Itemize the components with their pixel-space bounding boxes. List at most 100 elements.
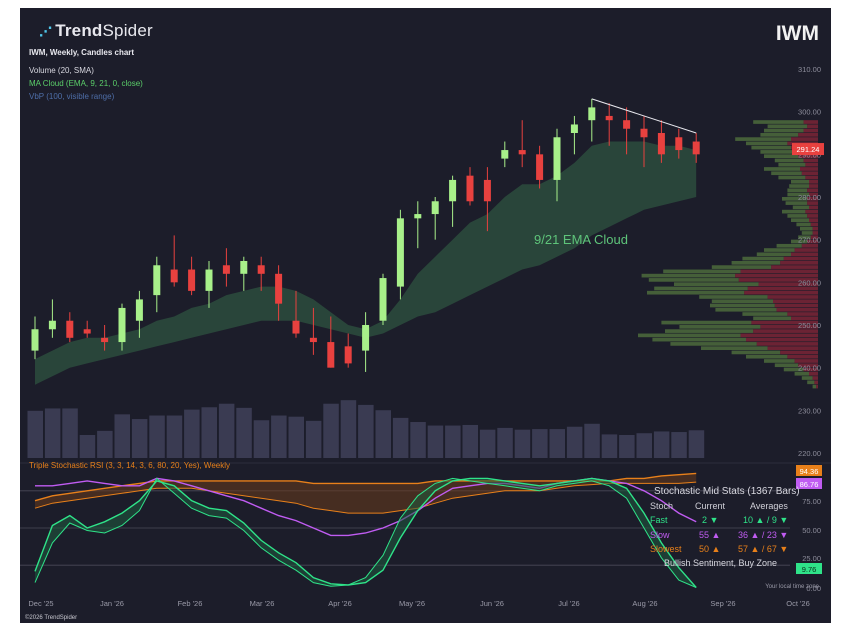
vbp-up-bar <box>767 124 808 129</box>
volume-bar <box>97 430 113 458</box>
candle-body <box>501 150 509 159</box>
vbp-up-bar <box>791 218 809 222</box>
candle-body <box>466 175 474 202</box>
price-tick-label: 310.00 <box>798 65 821 74</box>
vbp-up-bar <box>648 278 739 282</box>
vbp-up-bar <box>711 265 772 269</box>
stoch-value-badge <box>796 563 822 574</box>
vbp-down-bar <box>798 154 818 158</box>
vbp-up-bar <box>647 290 745 295</box>
time-tick-label: Apr '26 <box>328 599 352 608</box>
vbp-down-bar <box>803 367 818 372</box>
candle-body <box>170 269 178 283</box>
volume-bar <box>584 423 600 458</box>
vbp-up-bar <box>731 350 781 355</box>
stoch-fast-band <box>35 478 697 588</box>
stoch-tick-label: 0.00 <box>806 584 821 593</box>
candle-body <box>309 337 317 343</box>
stats-header-stoch: Stoch <box>650 501 674 511</box>
vbp-up-bar <box>787 214 808 218</box>
brand-bold: Trend <box>55 21 103 40</box>
vbp-down-bar <box>780 350 818 355</box>
stoch-value-badge <box>796 478 822 489</box>
vbp-up-bar <box>774 158 804 163</box>
volume-indicator-label[interactable]: Volume (20, SMA) <box>29 66 94 75</box>
vbp-up-bar <box>771 171 802 176</box>
ma-cloud-indicator-label[interactable]: MA Cloud (EMA, 9, 21, 0, close) <box>29 79 143 88</box>
vbp-down-bar <box>809 179 818 184</box>
vbp-up-bar <box>807 380 815 385</box>
vbp-indicator-label[interactable]: VbP (100, visible range) <box>29 92 115 101</box>
vbp-up-bar <box>812 384 817 389</box>
candle-body <box>205 269 213 291</box>
time-tick-label: Sep '26 <box>710 599 735 608</box>
vbp-up-bar <box>753 120 804 124</box>
candle-body <box>379 278 387 321</box>
vbp-down-bar <box>767 346 818 350</box>
vbp-up-bar <box>756 252 791 257</box>
vbp-up-bar <box>794 371 809 376</box>
stoch-indicator-label[interactable]: Triple Stochastic RSI (3, 3, 14, 3, 6, 8… <box>29 461 230 470</box>
ma-cloud-area <box>35 141 697 385</box>
vbp-down-bar <box>746 337 818 342</box>
vbp-down-bar <box>810 222 818 227</box>
stats-fast-name: Fast <box>650 515 668 525</box>
volume-bar <box>201 407 217 458</box>
volume-bar <box>410 422 426 458</box>
volume-bar <box>427 425 444 458</box>
volume-bar <box>479 429 496 458</box>
axes: 310.00300.00290.00280.00270.00260.00250.… <box>28 65 824 608</box>
volume-bar <box>392 417 409 458</box>
time-tick-label: Dec '25 <box>28 599 53 608</box>
volume-bar <box>549 429 565 458</box>
volume-bars <box>27 400 705 458</box>
stats-fast-current: 2 ▼ <box>702 515 719 525</box>
candle-body <box>640 128 648 138</box>
local-time-label[interactable]: Your local time zone <box>765 584 819 590</box>
logo-icon: ⋰ <box>39 24 53 39</box>
vbp-up-bar <box>801 231 813 235</box>
vbp-up-bar <box>764 154 799 158</box>
vbp-down-bar <box>807 201 818 205</box>
vbp-up-bar <box>778 162 806 167</box>
candle-body <box>483 179 491 202</box>
vbp-up-bar <box>674 282 759 286</box>
candles <box>31 98 700 372</box>
stoch-value-label: 9.76 <box>802 565 817 574</box>
candle-body <box>362 325 370 351</box>
vbp-down-bar <box>814 380 818 385</box>
candle-body <box>257 265 265 274</box>
volume-bar <box>601 434 618 458</box>
vbp-up-bar <box>746 354 788 359</box>
price-tick-label: 220.00 <box>798 449 821 458</box>
vbp-down-bar <box>783 256 818 261</box>
vbp-up-bar <box>679 325 761 329</box>
vbp-down-bar <box>791 137 818 141</box>
stoch-fast-line <box>34 477 697 588</box>
stats-slowest-name: Slowest <box>650 544 682 554</box>
vbp-down-bar <box>816 384 818 389</box>
vbp-up-bar <box>699 295 768 299</box>
vbp-down-bar <box>794 248 818 252</box>
vbp-down-bar <box>787 354 818 359</box>
brand-light: Spider <box>102 21 153 40</box>
candle-body <box>623 120 631 129</box>
volume-bar <box>27 410 43 458</box>
chart-frame[interactable]: 310.00300.00290.00280.00270.00260.00250.… <box>20 8 831 623</box>
volume-bar <box>271 415 287 458</box>
stats-header-averages: Averages <box>750 501 788 511</box>
volume-bar <box>653 431 670 458</box>
vbp-up-bar <box>764 167 800 171</box>
stats-header-current: Current <box>695 501 726 511</box>
volume-bar <box>62 408 78 458</box>
vbp-up-bar <box>715 307 777 312</box>
stoch-tick-label: 50.00 <box>802 526 821 535</box>
vbp-up-bar <box>701 346 768 350</box>
vbp-up-bar <box>800 226 813 231</box>
vbp-down-bar <box>740 269 818 274</box>
chart-svg[interactable]: 310.00300.00290.00280.00270.00260.00250.… <box>20 8 831 623</box>
vbp-up-bar <box>778 175 806 180</box>
volume-bar <box>340 400 357 458</box>
vbp-down-bar <box>801 243 818 248</box>
vbp-up-bar <box>782 209 806 214</box>
